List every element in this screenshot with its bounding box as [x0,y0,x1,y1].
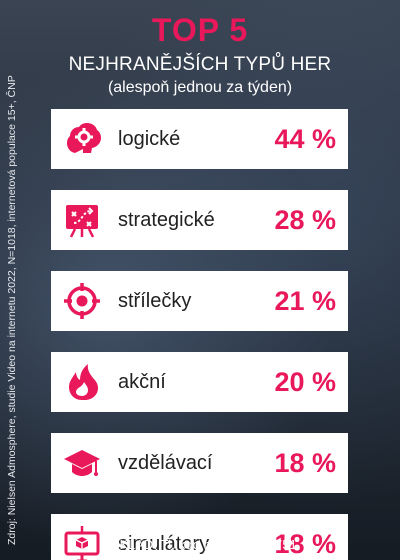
ranking-item: simulátory 18 % [51,514,348,560]
category-label: simulátory [118,533,210,555]
value-label: 18 % [274,529,336,559]
ranking-item: strategické 28 % [51,190,348,250]
title: TOP 5 [151,12,249,48]
value-label: 44 % [274,124,336,154]
flame-icon [69,364,98,400]
value-label: 28 % [274,205,336,235]
source-note: Zdroj: Nielsen Admosphere, studie Video … [6,75,18,545]
value-label: 21 % [274,286,336,316]
ranking-item: logické 44 % [51,109,348,169]
strategy-board-icon [66,205,98,238]
crosshair-icon [64,283,100,319]
category-label: logické [118,128,181,150]
value-label: 20 % [274,367,336,397]
ranking-item: akční 20 % [51,352,348,412]
subtitle-note: (alespoň jednou za týden) [107,79,293,96]
ranking-item: střílečky 21 % [51,271,348,331]
category-label: strategické [118,209,215,231]
value-label: 18 % [274,448,336,478]
category-label: vzdělávací [118,452,213,474]
category-label: střílečky [118,290,192,312]
category-label: akční [118,371,166,393]
subtitle: NEJHRANĚJŠÍCH TYPŮ HER [68,54,332,75]
simulation-monitor-icon [64,526,100,560]
base-note: ZÁKLAD: Ti, kdo hrají hry, N=751 [103,538,297,552]
ranking-item: vzdělávací 18 % [51,433,348,493]
brain-gear-icon [67,123,101,153]
graduation-cap-icon [64,450,100,476]
